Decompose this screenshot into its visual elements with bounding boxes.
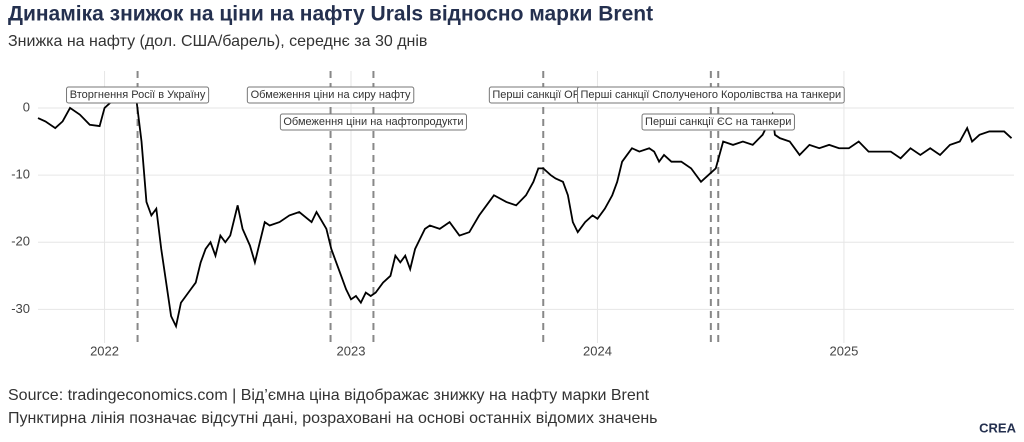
x-tick-label: 2023 — [337, 343, 366, 358]
y-tick-label: -20 — [11, 234, 30, 249]
x-tick-label: 2024 — [583, 343, 612, 358]
annotation-box — [279, 113, 467, 131]
chart-title: Динаміка знижок на ціни на нафту Urals в… — [8, 3, 653, 26]
annotation-box — [576, 86, 845, 104]
annotation-box — [246, 86, 415, 104]
annotation-label: Перші санкції Сполученого Королівства на… — [580, 89, 841, 101]
x-tick-label: 2022 — [90, 343, 119, 358]
footnote: Пунктирна лінія позначає відсутні дані, … — [8, 410, 658, 427]
annotation-label: Перші санкції OFAC — [492, 89, 594, 101]
annotation-label: Обмеження ціни на нафтопродукти — [283, 116, 463, 128]
source-note: Source: tradingeconomics.com | Від’ємна … — [8, 387, 650, 404]
y-tick-label: -30 — [11, 301, 30, 316]
annotation-label: Обмеження ціни на сиру нафту — [251, 89, 411, 101]
y-tick-label: -10 — [11, 167, 30, 182]
chart-subtitle: Знижка на нафту (дол. США/барель), серед… — [8, 33, 427, 50]
y-tick-label: 0 — [23, 99, 30, 114]
x-tick-label: 2025 — [829, 343, 858, 358]
data-line — [37, 86, 1013, 329]
annotation-label: Вторгнення Росії в Україну — [70, 89, 206, 101]
annotation-box — [66, 86, 210, 104]
annotation-label: Перші санкції ЄС на танкери — [645, 116, 791, 128]
logo: CREA — [979, 420, 1016, 435]
annotation-box — [641, 113, 795, 131]
